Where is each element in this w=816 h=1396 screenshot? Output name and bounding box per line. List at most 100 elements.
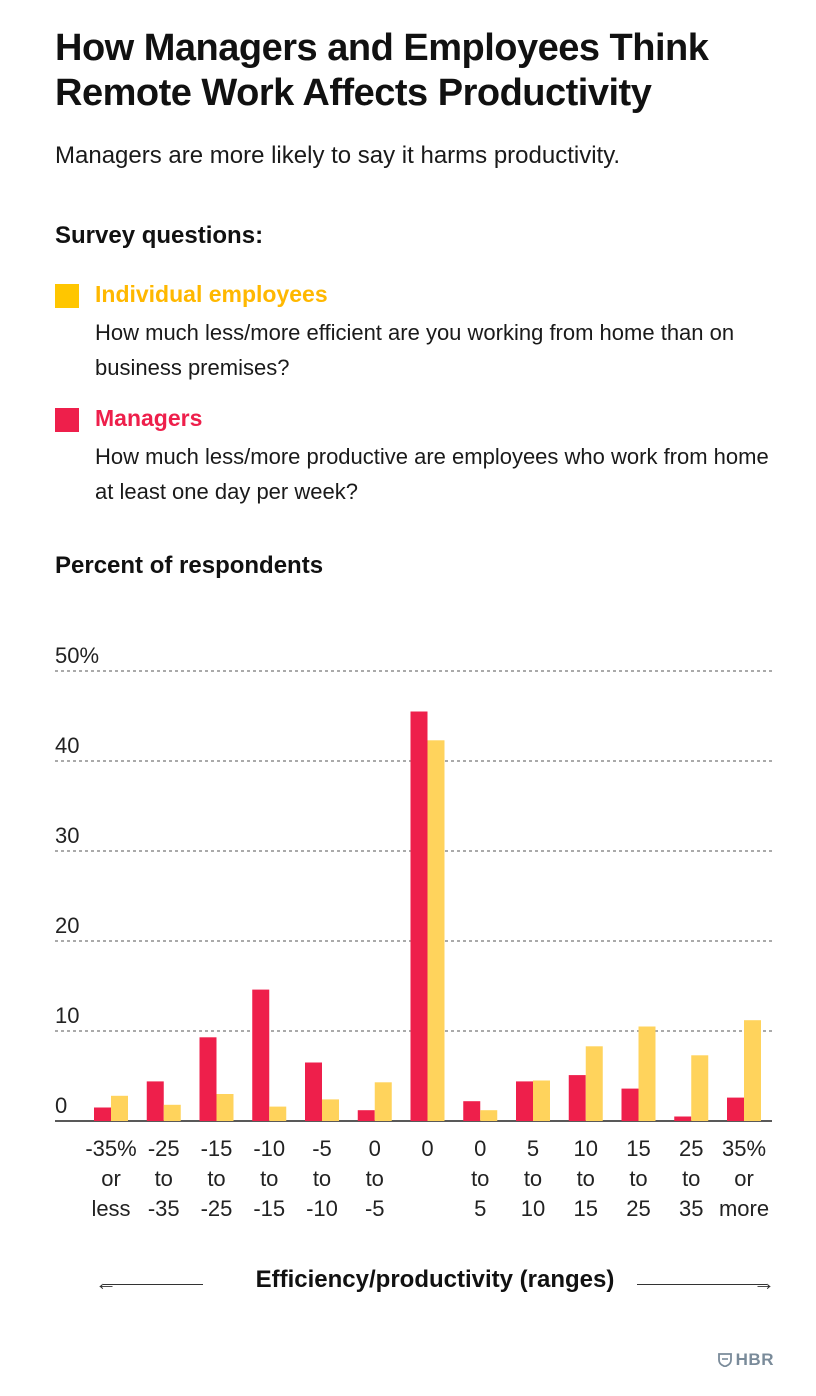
bar-employees xyxy=(111,1095,128,1121)
bar-managers xyxy=(674,1116,692,1121)
arrow-right-line xyxy=(637,1284,767,1285)
x-tick-label-line: -10 xyxy=(306,1196,338,1221)
x-tick-label-line: -35 xyxy=(148,1196,180,1221)
legend-label-employees: Individual employees xyxy=(95,281,328,307)
bar-managers xyxy=(516,1081,533,1121)
bar-managers xyxy=(357,1110,375,1121)
x-tick-label-line: -15 xyxy=(253,1196,285,1221)
legend-swatch-employees xyxy=(55,284,79,308)
bar-managers xyxy=(727,1097,744,1121)
x-tick-label-line: -25 xyxy=(148,1136,180,1161)
bar-employees xyxy=(163,1104,181,1121)
arrow-left-line xyxy=(103,1284,203,1285)
x-tick-label-line: 25 xyxy=(679,1136,703,1161)
x-tick-label-line: 35% xyxy=(722,1136,766,1161)
x-tick-label-line: -15 xyxy=(201,1136,233,1161)
chart-subtitle: Managers are more likely to say it harms… xyxy=(55,142,621,169)
bar-managers xyxy=(94,1107,111,1121)
x-tick-label-line: to xyxy=(155,1166,173,1191)
x-axis-title-row: ← → Efficiency/productivity (ranges) xyxy=(95,1266,775,1302)
legend-question-managers: How much less/more productive are employ… xyxy=(95,444,769,504)
bar-managers xyxy=(621,1088,639,1121)
legend-label-managers: Managers xyxy=(95,405,203,431)
x-tick-label-line: more xyxy=(719,1196,769,1221)
x-tick-label-line: 35 xyxy=(679,1196,703,1221)
shield-icon xyxy=(717,1353,732,1368)
x-tick-label-line: 0 xyxy=(474,1136,486,1161)
x-tick-label-line: 15 xyxy=(574,1196,598,1221)
bar-employees xyxy=(322,1099,339,1121)
x-tick-label-line: -10 xyxy=(253,1136,285,1161)
bar-employees xyxy=(216,1094,234,1121)
x-tick-label-line: 5 xyxy=(527,1136,539,1161)
x-tick-label-line: to xyxy=(260,1166,278,1191)
bar-managers xyxy=(199,1037,217,1121)
y-tick-label: 30 xyxy=(55,823,79,848)
x-tick-label-line: 0 xyxy=(369,1136,381,1161)
x-tick-label-line: to xyxy=(629,1166,647,1191)
y-tick-label: 20 xyxy=(55,913,79,938)
x-tick-label-line: to xyxy=(682,1166,700,1191)
x-tick-label-line: 10 xyxy=(574,1136,598,1161)
x-tick-label-line: to xyxy=(366,1166,384,1191)
x-tick-label-line: to xyxy=(471,1166,489,1191)
x-tick-label-line: -5 xyxy=(312,1136,332,1161)
bar-employees xyxy=(585,1046,603,1121)
y-tick-label: 10 xyxy=(55,1003,79,1028)
bar-employees xyxy=(533,1080,550,1121)
x-tick-label-line: -25 xyxy=(201,1196,233,1221)
x-tick-label-line: -5 xyxy=(365,1196,385,1221)
x-tick-label: -10 to -15 xyxy=(253,1136,285,1221)
survey-questions-heading: Survey questions: xyxy=(55,222,264,249)
y-tick-label: 50% xyxy=(55,643,99,668)
arrow-right-icon: → xyxy=(753,1270,775,1295)
legend-swatch-managers xyxy=(55,408,79,432)
logo-text: HBR xyxy=(735,1350,774,1369)
x-tick-label: 35% or more xyxy=(719,1136,769,1221)
x-tick-label: 5 to 10 xyxy=(521,1136,545,1221)
x-tick-label-line: 25 xyxy=(626,1196,650,1221)
hbr-logo: HBR xyxy=(717,1350,774,1370)
y-axis-title: Percent of respondents xyxy=(55,552,324,579)
x-tick-label-line: -35% xyxy=(85,1136,136,1161)
bar-managers xyxy=(146,1081,164,1121)
x-tick-label-line: or xyxy=(734,1166,754,1191)
x-tick-label: 25 to 35 xyxy=(679,1136,703,1221)
x-tick-label-line: 5 xyxy=(474,1196,486,1221)
x-tick-label: 0 xyxy=(421,1136,433,1161)
bar-employees xyxy=(427,740,445,1121)
x-tick-label-line: or xyxy=(101,1166,121,1191)
x-tick-label-line: to xyxy=(313,1166,331,1191)
bar-employees xyxy=(691,1055,709,1121)
x-tick-label: 0 to 5 xyxy=(471,1136,489,1221)
x-tick-label-line: to xyxy=(207,1166,225,1191)
x-tick-label: -25 to -35 xyxy=(148,1136,180,1221)
bar-managers xyxy=(568,1075,586,1121)
arrow-left-icon: ← xyxy=(95,1270,117,1295)
bar-managers xyxy=(463,1101,481,1121)
x-tick-label-line: 0 xyxy=(421,1136,433,1161)
bar-managers xyxy=(410,711,428,1121)
bar-managers xyxy=(305,1062,322,1121)
bar-employees xyxy=(374,1082,392,1121)
x-tick-label-line: to xyxy=(524,1166,542,1191)
x-tick-label-line: less xyxy=(91,1196,130,1221)
x-tick-label: 10 to 15 xyxy=(574,1136,598,1221)
bar-employees xyxy=(480,1110,498,1121)
x-tick-label: -35% or less xyxy=(85,1136,136,1221)
x-tick-label: -15 to -25 xyxy=(201,1136,233,1221)
bar-employees xyxy=(269,1106,287,1121)
x-axis-title: Efficiency/productivity (ranges) xyxy=(245,1266,625,1294)
chart-title: How Managers and Employees Think Remote … xyxy=(55,27,709,114)
bar-employees xyxy=(638,1026,656,1121)
x-tick-label-line: to xyxy=(577,1166,595,1191)
x-tick-label: -5 to -10 xyxy=(306,1136,338,1221)
y-tick-label: 0 xyxy=(55,1093,67,1118)
x-tick-label-line: 15 xyxy=(626,1136,650,1161)
x-tick-label-line: 10 xyxy=(521,1196,545,1221)
y-tick-label: 40 xyxy=(55,733,79,758)
x-tick-label: 15 to 25 xyxy=(626,1136,650,1221)
legend-question-employees: How much less/more efficient are you wor… xyxy=(95,320,735,380)
bar-employees xyxy=(744,1020,761,1121)
